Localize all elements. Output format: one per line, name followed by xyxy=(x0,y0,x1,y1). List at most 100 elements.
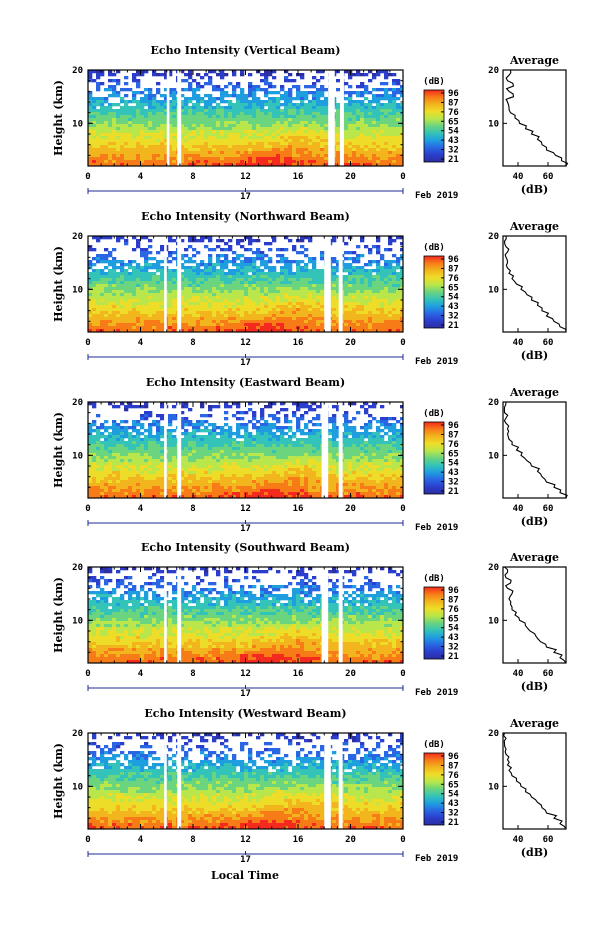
heatmap-cell xyxy=(276,323,281,327)
heatmap-cell xyxy=(352,154,357,158)
heatmap-cell xyxy=(136,266,141,270)
heatmap-cell xyxy=(396,82,401,86)
heatmap-cell xyxy=(388,311,393,315)
heatmap-cell xyxy=(272,76,277,80)
heatmap-cell xyxy=(288,151,293,155)
heatmap-cell xyxy=(120,317,125,321)
y-tick-label: 10 xyxy=(72,285,83,295)
heatmap-cell xyxy=(172,480,177,484)
heatmap-cell xyxy=(372,154,377,158)
heatmap-cell xyxy=(88,163,93,166)
heatmap-cell xyxy=(248,260,253,264)
heatmap-cell xyxy=(148,275,153,279)
heatmap-cell xyxy=(272,163,277,166)
heatmap-cell xyxy=(100,293,105,297)
heatmap-cell xyxy=(128,281,133,285)
heatmap-cell xyxy=(180,492,185,496)
heatmap-cell xyxy=(296,106,301,110)
heatmap-cell xyxy=(400,94,403,98)
heatmap-cell xyxy=(388,275,393,279)
heatmap-cell xyxy=(236,305,241,309)
heatmap-cell xyxy=(180,109,185,113)
heatmap-cell xyxy=(312,272,317,276)
heatmap-cell xyxy=(324,145,329,149)
heatmap-cell xyxy=(364,148,369,152)
heatmap-cell xyxy=(228,163,233,166)
heatmap-cell xyxy=(116,70,121,74)
heatmap-cell xyxy=(268,296,273,300)
heatmap-cell xyxy=(128,278,133,282)
heatmap-cell xyxy=(280,139,285,143)
heatmap-cell xyxy=(248,109,253,113)
heatmap-cell xyxy=(304,254,309,258)
heatmap-cell xyxy=(128,142,133,146)
heatmap-cell xyxy=(88,136,93,140)
average-x-title: (dB) xyxy=(521,183,548,196)
heatmap-cell xyxy=(244,154,249,158)
heatmap-cell xyxy=(224,329,229,332)
heatmap-cell xyxy=(108,254,113,258)
heatmap-cell xyxy=(112,121,117,125)
heatmap-cell xyxy=(228,130,233,134)
heatmap-cell xyxy=(200,115,205,119)
heatmap-cell xyxy=(320,109,325,113)
heatmap-cell xyxy=(264,266,269,270)
heatmap-cell xyxy=(132,311,137,315)
heatmap-cell xyxy=(268,287,273,291)
heatmap-cell xyxy=(112,148,117,152)
heatmap-cell xyxy=(248,296,253,300)
heatmap-cell xyxy=(160,112,165,116)
heatmap-cell xyxy=(312,293,317,297)
heatmap-cell xyxy=(200,130,205,134)
heatmap-cell xyxy=(236,160,241,164)
heatmap-cell xyxy=(224,130,229,134)
heatmap-cell xyxy=(132,157,137,161)
heatmap-cell xyxy=(96,444,101,448)
heatmap-cell xyxy=(236,130,241,134)
heatmap-cell xyxy=(92,263,97,267)
heatmap-cell xyxy=(156,127,161,131)
heatmap-cell xyxy=(352,299,357,303)
heatmap-cell xyxy=(400,91,403,95)
heatmap-cell xyxy=(388,290,393,294)
heatmap-cell xyxy=(360,118,365,122)
heatmap-cell xyxy=(268,299,273,303)
heatmap-cell xyxy=(252,299,257,303)
heatmap-cell xyxy=(240,320,245,324)
heatmap-cell xyxy=(96,441,101,445)
heatmap-cell xyxy=(212,293,217,297)
heatmap-cell xyxy=(132,278,137,282)
heatmap-cell xyxy=(96,272,101,276)
heatmap-cell xyxy=(264,163,269,166)
heatmap-cell xyxy=(120,468,125,472)
heatmap-cell xyxy=(348,130,353,134)
heatmap-cell xyxy=(260,142,265,146)
heatmap-cell xyxy=(304,290,309,294)
heatmap-cell xyxy=(336,260,341,264)
heatmap-cell xyxy=(308,290,313,294)
heatmap-cell xyxy=(116,477,121,481)
heatmap-cell xyxy=(264,281,269,285)
heatmap-cell xyxy=(368,79,373,83)
heatmap-cell xyxy=(112,314,117,318)
heatmap-cell xyxy=(172,468,177,472)
heatmap-cell xyxy=(96,151,101,155)
heatmap-cell xyxy=(356,260,361,264)
heatmap-cell xyxy=(400,254,403,258)
heatmap-cell xyxy=(360,115,365,119)
heatmap-cell xyxy=(312,266,317,270)
heatmap-cell xyxy=(248,275,253,279)
heatmap-cell xyxy=(200,278,205,282)
heatmap-cell xyxy=(204,94,209,98)
heatmap-cell xyxy=(156,486,161,490)
heatmap-cell xyxy=(280,293,285,297)
heatmap-cell xyxy=(308,323,313,327)
heatmap-cell xyxy=(268,121,273,125)
heatmap-cell xyxy=(188,314,193,318)
heatmap-cell xyxy=(256,139,261,143)
heatmap-cell xyxy=(144,263,149,267)
heatmap-cell xyxy=(316,103,321,107)
heatmap-cell xyxy=(100,281,105,285)
heatmap-cell xyxy=(128,450,133,454)
heatmap-cell xyxy=(96,269,101,273)
